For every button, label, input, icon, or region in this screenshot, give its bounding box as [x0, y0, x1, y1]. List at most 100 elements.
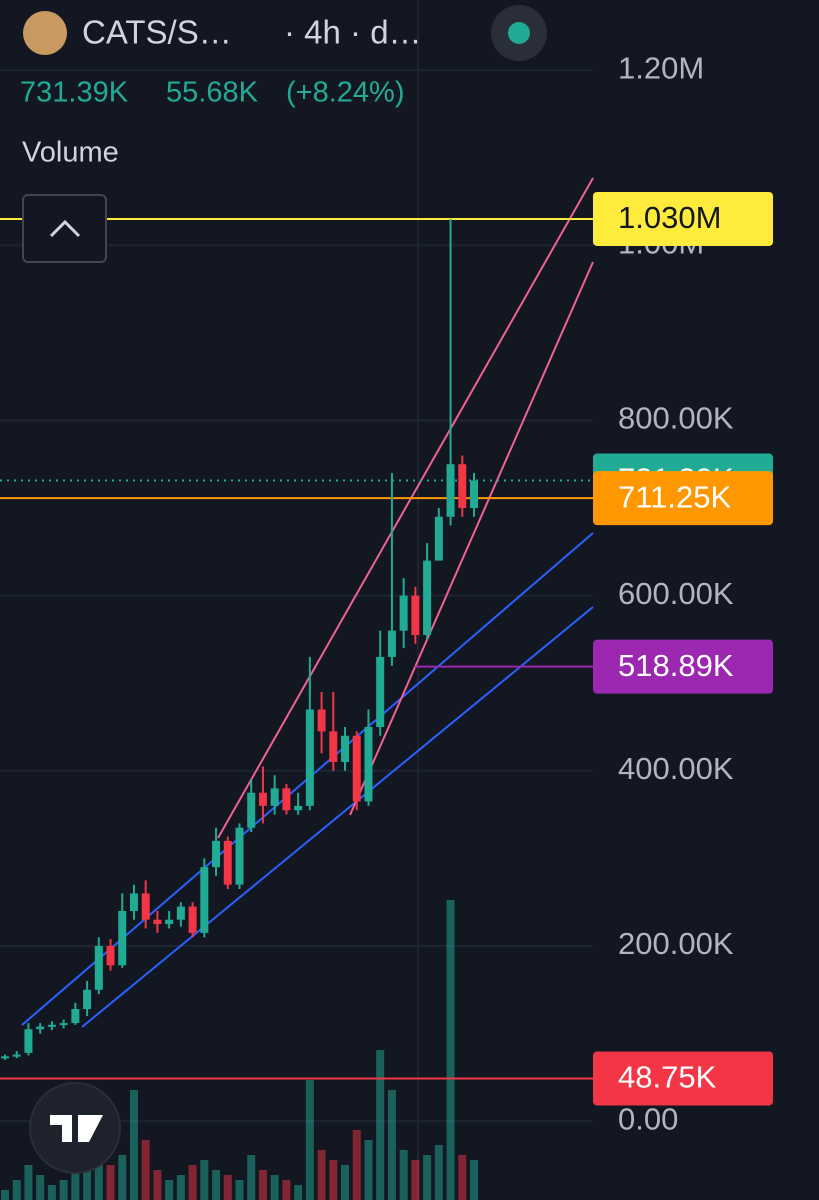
volume-bar [270, 1175, 279, 1200]
indicator-name[interactable]: Volume [22, 137, 119, 169]
y-tick-label: 200.00K [618, 926, 734, 961]
candle-body [24, 1029, 33, 1053]
candle-body [341, 735, 350, 763]
candle-body [212, 840, 221, 868]
volume-bar [294, 1185, 303, 1200]
volume-bar [352, 1130, 361, 1200]
candle-body [223, 840, 232, 885]
y-tick-label: 800.00K [618, 401, 734, 436]
candle-body [317, 709, 326, 732]
volume-bar [458, 1155, 467, 1200]
candle-body [282, 788, 291, 811]
symbol[interactable]: CATS/S… [82, 14, 232, 51]
candle-body [364, 727, 373, 802]
volume-bar [387, 1090, 396, 1200]
y-tick-label: 1.20M [618, 50, 704, 85]
candle-body [446, 464, 455, 517]
volume-bar [341, 1165, 350, 1200]
volume-bar [223, 1175, 232, 1200]
volume-bar [188, 1165, 197, 1200]
candle-body [47, 1024, 56, 1027]
candle-body [294, 805, 303, 811]
volume-bar [446, 900, 455, 1200]
candle-body [352, 735, 361, 802]
candle-body [1, 1056, 9, 1059]
change: 55.68K [166, 77, 259, 109]
volume-bar [399, 1150, 408, 1200]
volume-bar [305, 1080, 314, 1200]
price-tag-label: 1.030M [618, 200, 721, 235]
volume-bar [118, 1155, 127, 1200]
candle-body [165, 919, 174, 925]
candle-body [176, 906, 185, 920]
candle-body [270, 788, 279, 806]
candle-body [387, 630, 396, 657]
candle-body [188, 906, 197, 933]
volume-bar [235, 1180, 244, 1200]
candle-body [12, 1054, 21, 1057]
candle-body [200, 867, 209, 933]
price-tag-label: 518.89K [618, 648, 734, 683]
volume-bar [282, 1180, 291, 1200]
candle-body [399, 595, 408, 631]
volume-bar [141, 1140, 150, 1200]
tv-logo[interactable] [29, 1082, 121, 1174]
candle-body [153, 919, 162, 925]
volume-bar [47, 1185, 56, 1200]
volume-bar [36, 1175, 45, 1200]
y-tick-label: 0.00 [618, 1101, 678, 1136]
price-tag [593, 191, 773, 246]
volume-bar [1, 1190, 9, 1200]
status-dot [508, 22, 530, 44]
candle-body [458, 464, 467, 509]
last-price: 731.39K [20, 77, 129, 109]
volume-bar [176, 1175, 185, 1200]
candle-body [247, 792, 256, 828]
price-tag [593, 1051, 773, 1106]
interval[interactable]: · 4h · d… [284, 14, 422, 51]
volume-bar [106, 1165, 115, 1200]
volume-bar [129, 1090, 138, 1200]
price-tag-label: 48.75K [618, 1060, 717, 1095]
volume-bar [212, 1170, 221, 1200]
volume-bar [376, 1050, 385, 1200]
volume-bar [247, 1155, 256, 1200]
candle-body [470, 480, 478, 509]
symbol-logo[interactable] [23, 11, 67, 55]
volume-bar [12, 1180, 21, 1200]
candles [1, 218, 478, 1060]
candle-body [59, 1023, 68, 1026]
change-pct: (+8.24%) [286, 77, 404, 109]
candle-body [118, 910, 127, 966]
volume-bar [434, 1145, 443, 1200]
candle-body [94, 945, 103, 990]
price-tag [593, 639, 773, 694]
volume-bar [317, 1150, 326, 1200]
collapse-icon [49, 219, 81, 238]
volume-bar [24, 1165, 33, 1200]
candle-body [423, 560, 432, 636]
volume-bar [364, 1140, 373, 1200]
candle-body [36, 1026, 45, 1030]
volume-bar [470, 1160, 478, 1200]
candle-body [434, 516, 443, 561]
candle-body [305, 709, 314, 806]
collapse-button[interactable] [22, 194, 107, 263]
candle-body [106, 945, 115, 966]
volume-bar [165, 1180, 174, 1200]
volume-bar [94, 1145, 103, 1200]
candle-body [235, 827, 244, 885]
price-tag [593, 471, 773, 526]
volume-bar [329, 1160, 338, 1200]
candle-body [411, 595, 420, 636]
volume-bar [411, 1160, 420, 1200]
volume-bar [200, 1160, 209, 1200]
candle-body [141, 893, 150, 920]
y-tick-label: 600.00K [618, 576, 734, 611]
volume-bar [59, 1180, 68, 1200]
candle-body [329, 731, 338, 763]
price-tag-label: 711.25K [618, 479, 732, 514]
volume-bar [258, 1170, 267, 1200]
